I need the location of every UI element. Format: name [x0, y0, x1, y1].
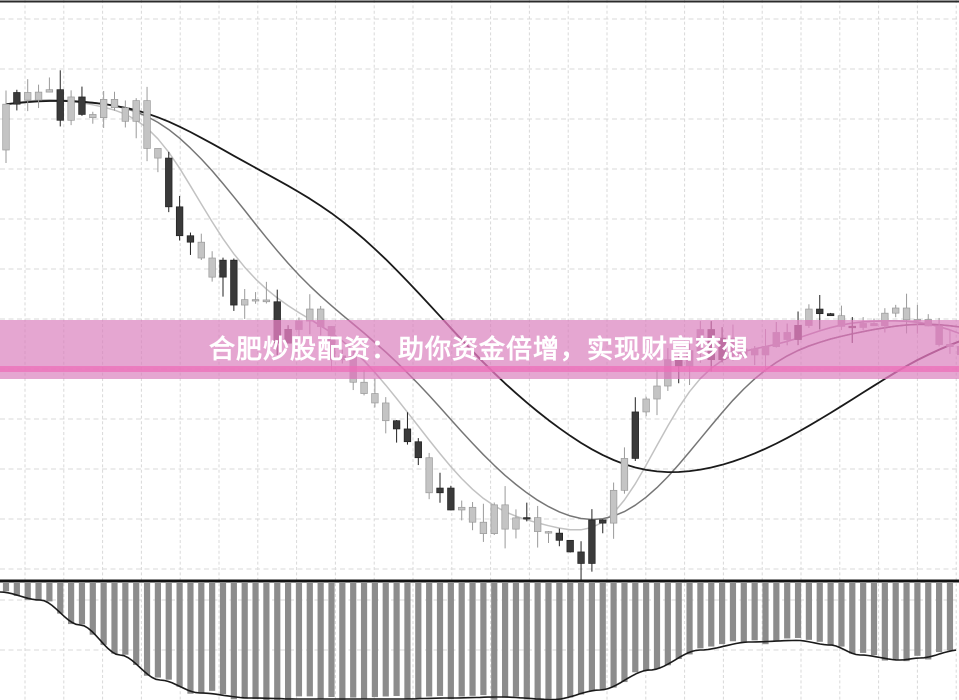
svg-text:合肥炒股配资：助你资金倍增，实现财富梦想: 合肥炒股配资：助你资金倍增，实现财富梦想 [209, 334, 749, 364]
